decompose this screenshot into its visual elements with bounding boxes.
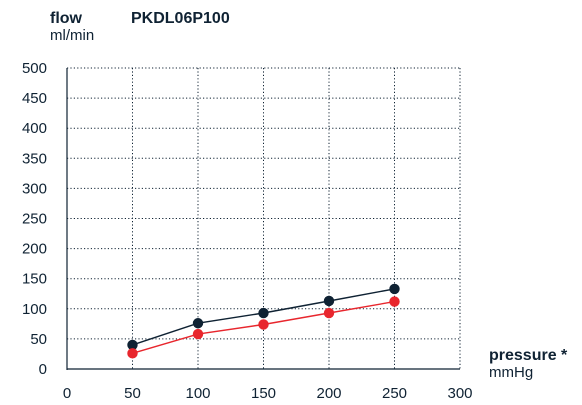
data-point-s0-2 <box>258 307 269 319</box>
y-tick-label-7: 350 <box>22 150 47 167</box>
y-tick-label-9: 450 <box>22 90 47 107</box>
y-tick-label-8: 400 <box>22 120 47 137</box>
x-axis-label: pressure * <box>489 347 568 364</box>
data-point-s1-2 <box>258 319 269 330</box>
x-tick-label-6: 300 <box>447 385 472 402</box>
series-1 <box>127 296 400 359</box>
series-group <box>127 283 400 359</box>
y-tick-label-4: 200 <box>22 241 47 258</box>
y-tick-label-1: 50 <box>30 331 47 348</box>
data-point-s0-4 <box>389 283 400 295</box>
data-point-s1-3 <box>323 307 335 319</box>
y-axis-unit: ml/min <box>50 27 94 44</box>
data-point-s1-0 <box>127 348 138 359</box>
axes <box>66 68 460 370</box>
y-tick-label-2: 100 <box>22 301 47 318</box>
x-tick-label-5: 250 <box>382 385 407 402</box>
y-tick-label-0: 0 <box>39 361 47 378</box>
grid <box>67 67 461 369</box>
data-point-s1-1 <box>192 328 204 340</box>
y-axis-label: flow <box>50 10 83 27</box>
x-tick-label-0: 0 <box>63 385 71 402</box>
y-tick-label-10: 500 <box>22 60 47 77</box>
y-tick-labels: 0 50 100 150 200 250 300 350 400 450 500 <box>22 60 47 378</box>
data-point-s1-4 <box>389 296 400 307</box>
y-tick-label-3: 150 <box>22 271 47 288</box>
y-tick-label-5: 250 <box>22 211 47 228</box>
y-tick-label-6: 300 <box>22 180 47 197</box>
series-0 <box>127 283 400 351</box>
x-tick-label-4: 200 <box>316 385 341 402</box>
x-tick-label-3: 150 <box>251 385 276 402</box>
chart-title: PKDL06P100 <box>131 10 230 27</box>
data-point-s0-1 <box>192 318 204 329</box>
data-point-s0-3 <box>323 295 335 307</box>
data-point-s0-0 <box>127 339 138 351</box>
x-tick-labels: 0 50 100 150 200 250 300 <box>63 385 473 402</box>
x-tick-label-2: 100 <box>185 385 210 402</box>
x-tick-label-1: 50 <box>124 385 141 402</box>
x-axis-unit: mmHg <box>489 364 533 381</box>
